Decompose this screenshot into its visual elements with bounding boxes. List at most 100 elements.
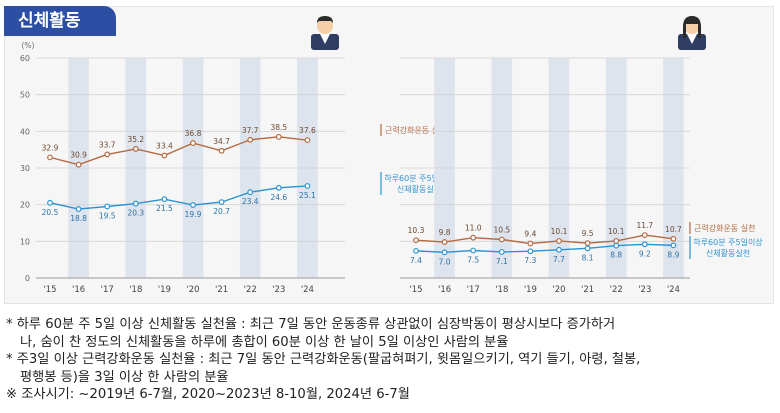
data-label: 38.5 (270, 123, 287, 132)
data-point (190, 202, 196, 208)
data-point (413, 237, 419, 244)
data-point (641, 241, 648, 248)
data-label: 8.1 (582, 253, 594, 262)
data-point (641, 232, 648, 239)
series-label: 근력강화운동 실천 (385, 125, 446, 135)
y-tick-label: 20 (20, 201, 30, 210)
series-line-0 (49, 136, 308, 166)
y-tick-label: 10 (20, 237, 30, 246)
data-point (218, 199, 225, 206)
data-point (104, 203, 111, 210)
data-point (47, 199, 53, 206)
data-label: 20.7 (213, 207, 230, 216)
series-line-1 (415, 243, 674, 254)
data-label: 11.0 (465, 224, 482, 233)
x-tick-label: '24 (301, 285, 314, 295)
x-tick-label: '22 (610, 285, 623, 295)
data-point (584, 240, 591, 247)
figure-collar (320, 34, 330, 44)
data-label: 21.5 (156, 204, 173, 213)
x-tick-label: '20 (552, 285, 565, 295)
data-label: 10.7 (665, 225, 682, 234)
data-label: 7.3 (524, 256, 536, 265)
data-label: 7.4 (410, 256, 422, 265)
x-tick-label: '16 (72, 285, 85, 295)
data-label: 18.8 (70, 214, 87, 223)
data-point (190, 140, 196, 146)
x-tick-label: '15 (43, 285, 56, 295)
data-label: 33.7 (99, 140, 116, 149)
x-tick-label: '18 (495, 285, 508, 295)
figure-hair (683, 16, 701, 38)
footnote-activity-definition: * 하루 60분 주 5일 이상 신체활동 실천율 : 최근 7일 동안 운동종… (6, 317, 616, 332)
data-point (132, 200, 139, 207)
data-label: 10.1 (608, 227, 625, 236)
figure-hair (317, 16, 333, 23)
data-point (441, 249, 448, 256)
footnotes: * 하루 60분 주 5일 이상 신체활동 실천율 : 최근 7일 동안 운동종… (6, 316, 776, 404)
data-label: 10.1 (551, 227, 568, 236)
data-point (584, 245, 591, 252)
data-label: 9.4 (524, 230, 536, 239)
data-label: 32.9 (42, 143, 59, 152)
data-label: 8.9 (667, 250, 679, 259)
footnote-activity-definition-cont: 나, 숨이 찬 정도의 신체활동을 하루에 총합이 60분 이상 한 날이 5일… (20, 334, 509, 350)
data-point (304, 137, 311, 144)
series-label: 근력강화운동 실천 (694, 223, 755, 233)
data-label: 9.2 (639, 249, 651, 258)
series-label: 하루60분 주5일이상 (693, 237, 763, 247)
data-label: 7.1 (496, 257, 508, 266)
data-label: 36.8 (185, 129, 202, 138)
data-point (470, 247, 477, 254)
data-label: 20.3 (127, 209, 144, 218)
data-point (670, 235, 677, 242)
data-label: 25.1 (299, 191, 316, 200)
footnote-strength-definition: * 주3일 이상 근력강화운동 실천율 : 최근 7일 동안 근력강화운동(팔굽… (6, 352, 641, 368)
x-tick-label: '17 (467, 285, 480, 295)
data-point (75, 206, 82, 212)
data-label: 7.5 (467, 256, 479, 265)
data-label: 10.3 (408, 226, 425, 235)
data-label: 8.8 (610, 251, 622, 260)
data-point (161, 196, 168, 203)
data-point (247, 189, 254, 196)
x-tick-label: '17 (101, 285, 114, 295)
data-point (304, 183, 311, 189)
series-label: 신체활동실천 (397, 184, 441, 194)
data-point (275, 184, 282, 191)
x-tick-label: '23 (638, 285, 651, 295)
girl-student-icon (678, 16, 706, 50)
y-unit-label: (%) (22, 41, 35, 50)
figure-collar (687, 34, 697, 44)
data-label: 37.6 (299, 126, 316, 135)
x-tick-label: '24 (667, 285, 680, 295)
data-point (441, 239, 448, 245)
series-line-1 (49, 185, 308, 210)
y-tick-label: 50 (20, 91, 30, 100)
data-label: 33.4 (156, 142, 173, 151)
data-point (218, 147, 225, 154)
series-label: 하루60분 주5일이상 (384, 173, 454, 183)
data-point (498, 236, 505, 243)
data-point (413, 247, 419, 254)
data-label: 19.9 (185, 210, 202, 219)
data-label: 9.5 (582, 229, 594, 238)
boy-student-icon (311, 16, 339, 50)
series-label: 신체활동실천 (706, 248, 750, 258)
x-tick-label: '23 (272, 285, 285, 295)
y-tick-label: 60 (20, 54, 30, 63)
data-point (104, 151, 111, 158)
data-label: 11.7 (636, 221, 653, 230)
data-point (556, 246, 562, 253)
data-point (527, 248, 534, 255)
section-title-tab: 신체활동 (4, 6, 116, 36)
footnote-survey-period: ※ 조사시기: ~2019년 6-7월, 2020~2023년 8-10월, 2… (6, 387, 410, 403)
x-tick-label: '19 (158, 285, 171, 295)
data-point (161, 152, 168, 159)
x-tick-label: '18 (129, 285, 142, 295)
x-tick-label: '19 (524, 285, 537, 295)
x-tick-label: '16 (438, 285, 451, 295)
data-point (613, 242, 620, 249)
data-label: 30.9 (70, 151, 87, 160)
data-point (75, 161, 82, 168)
